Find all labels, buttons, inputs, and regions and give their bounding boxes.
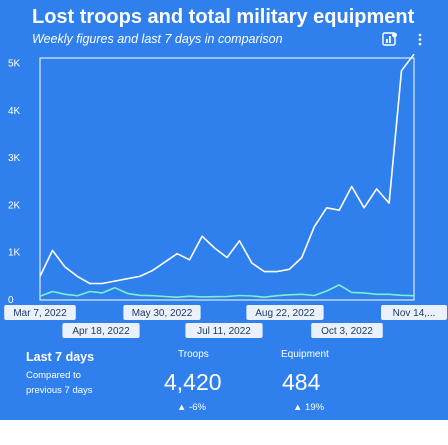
x-axis-ticks: Mar 7, 2022 May 30, 2022 Aug 22, 2022 Nov 1… bbox=[4, 305, 447, 338]
chart-title: Lost troops and total military equipment bbox=[32, 6, 415, 28]
y-axis-ticks: 0 1K 2K 3K 4K 5K bbox=[8, 59, 21, 306]
y-tick-label: 0 bbox=[8, 295, 14, 306]
x-tick-label-badge bbox=[185, 323, 263, 338]
x-tick-label-badge bbox=[246, 305, 324, 320]
x-tick-label-badge bbox=[62, 323, 140, 338]
x-tick-label-badge bbox=[311, 323, 383, 338]
y-tick-label: 1K bbox=[8, 248, 21, 259]
x-tick-label: Oct 3, 2022 bbox=[321, 326, 373, 337]
comparison-note-line-1: Compared to bbox=[26, 370, 81, 381]
troops-metric-delta: ▲ -6% bbox=[177, 402, 206, 413]
series-line-troops bbox=[39, 53, 415, 285]
equipment-metric-label: Equipment bbox=[281, 349, 329, 360]
series-line-equipment bbox=[39, 284, 415, 299]
x-tick-label: Jul 11, 2022 bbox=[197, 326, 251, 337]
chart-subtitle: Weekly figures and last 7 days in compar… bbox=[32, 32, 283, 46]
x-tick-label: May 30, 2022 bbox=[132, 308, 193, 319]
comparison-note-line-2: previous 7 days bbox=[26, 385, 93, 396]
series-lines bbox=[39, 53, 415, 299]
line-chart: 0 1K 2K 3K 4K 5K Mar 7, 2022 May 30, 2022 Aug 2… bbox=[4, 53, 447, 338]
y-tick-label: 5K bbox=[8, 59, 21, 70]
chart-settings-icon[interactable] bbox=[382, 32, 398, 50]
plot-area bbox=[39, 57, 415, 301]
x-tick-label: Nov 14,... bbox=[393, 308, 436, 319]
vertical-dots-icon[interactable] bbox=[417, 32, 423, 50]
y-tick-label: 2K bbox=[8, 200, 21, 211]
x-tick-label: Apr 18, 2022 bbox=[72, 326, 130, 337]
troops-metric-label: Troops bbox=[178, 349, 209, 360]
x-tick-label-badge bbox=[4, 305, 76, 320]
last-7-days-title: Last 7 days bbox=[26, 350, 95, 364]
y-tick-label: 3K bbox=[8, 153, 21, 164]
x-tick-label: Aug 22, 2022 bbox=[255, 308, 315, 319]
chart-card: Lost troops and total military equipment… bbox=[0, 0, 448, 420]
x-tick-label: Mar 7, 2022 bbox=[13, 308, 67, 319]
equipment-metric-delta: ▲ 19% bbox=[293, 402, 325, 413]
y-tick-label: 4K bbox=[8, 106, 21, 117]
comparison-note: Compared to previous 7 days bbox=[26, 368, 93, 398]
x-tick-label-badge bbox=[381, 305, 447, 320]
x-tick-label-badge bbox=[123, 305, 201, 320]
bottom-margin bbox=[0, 420, 448, 445]
equipment-metric-value: 484 bbox=[282, 369, 321, 395]
troops-metric-value: 4,420 bbox=[164, 369, 222, 395]
